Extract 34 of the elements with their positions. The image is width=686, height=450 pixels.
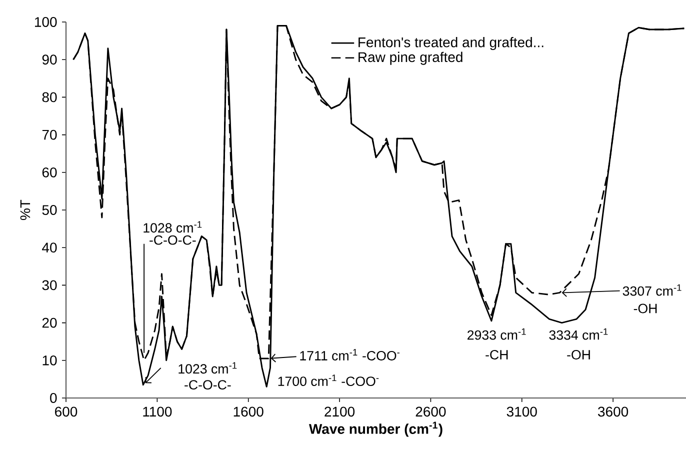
y-tick-label: 30 — [42, 280, 57, 290]
annotation: -OH — [567, 350, 590, 360]
y-tick-label: 100 — [35, 17, 57, 27]
y-tick-label: 10 — [42, 355, 57, 366]
x-axis-title: Wave number (cm$^{-1}$) — [308, 422, 442, 437]
x-tick-label: 3600 — [598, 406, 628, 417]
x-tick-label: 1100 — [143, 406, 172, 417]
y-tick-label: 90 — [42, 54, 57, 65]
annotation: -OH — [634, 304, 657, 314]
y-tick-label: 60 — [42, 167, 57, 178]
annotation: 1023 cm$^{-1}$ — [178, 362, 237, 374]
annotation: 3334 cm$^{-1}$ — [549, 328, 608, 340]
legend-label: Fenton's treated and grafted... — [358, 37, 544, 50]
annotation: 2933 cm$^{-1}$ — [468, 328, 526, 340]
x-tick-label: 2600 — [416, 406, 446, 417]
annotation: 1700 cm$^{-1}$ -COO$^{-}$ — [278, 374, 379, 386]
x-tick-label: 600 — [55, 406, 78, 417]
annotation: 1028 cm$^{-1}$ — [144, 221, 202, 233]
y-axis-title: %T — [20, 200, 30, 220]
y-tick-label: 70 — [42, 130, 57, 140]
y-tick-label: 0 — [50, 393, 57, 403]
y-tick-label: 20 — [42, 318, 57, 328]
y-tick-label: 50 — [42, 205, 57, 215]
y-tick-label: 40 — [42, 242, 57, 253]
legend-label: Raw pine grafted — [358, 52, 462, 65]
annotation: 3307 cm$^{-1}$ — [622, 284, 682, 296]
x-tick-label: 2100 — [324, 406, 355, 417]
y-tick-label: 80 — [42, 92, 57, 102]
annotation: -C-O-C- — [184, 380, 231, 390]
x-tick-label: 3100 — [506, 406, 537, 417]
annotation: 1711 cm$^{-1}$ -COO$^{-}$ — [300, 349, 400, 360]
annotation: -CH — [486, 350, 508, 360]
x-tick-label: 1600 — [234, 406, 264, 417]
annotation: -C-O-C- — [150, 235, 196, 245]
